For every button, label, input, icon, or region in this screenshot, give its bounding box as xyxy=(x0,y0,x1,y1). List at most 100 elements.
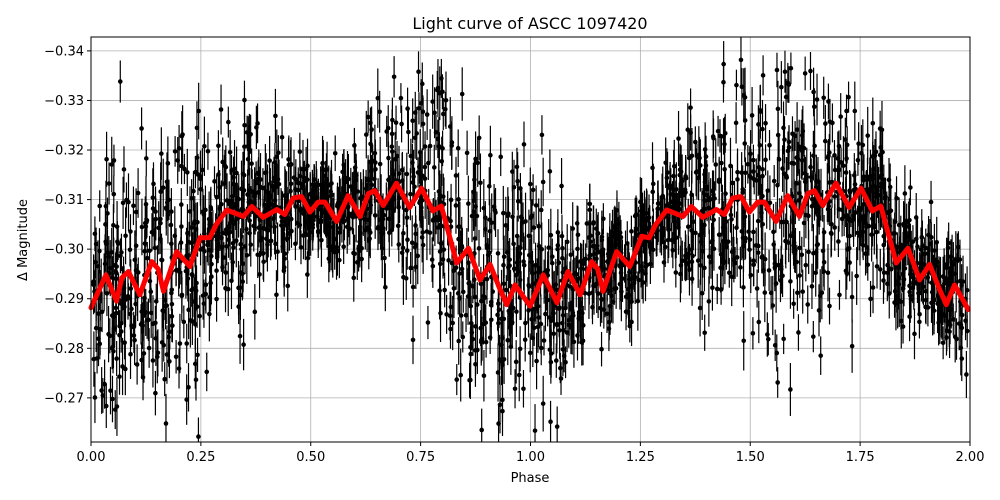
data-point xyxy=(530,187,536,193)
data-point xyxy=(311,177,317,182)
data-point xyxy=(844,108,849,114)
data-point xyxy=(808,164,813,170)
data-point xyxy=(548,419,553,424)
data-point xyxy=(564,239,570,245)
data-point xyxy=(111,222,116,228)
data-point xyxy=(398,95,404,101)
data-point xyxy=(874,229,879,235)
data-point xyxy=(547,347,553,353)
data-point xyxy=(844,156,849,161)
data-point xyxy=(179,224,184,229)
y-tick-label: −0.34 xyxy=(44,44,84,59)
data-point xyxy=(541,338,547,343)
data-point xyxy=(799,252,805,258)
data-point xyxy=(514,309,519,314)
data-point xyxy=(846,94,851,100)
data-point xyxy=(559,183,564,189)
data-point xyxy=(730,180,735,186)
data-point xyxy=(386,216,392,222)
data-point xyxy=(930,280,935,286)
data-point xyxy=(184,397,189,402)
data-point xyxy=(711,135,716,141)
data-point xyxy=(574,221,580,226)
data-point xyxy=(138,322,144,327)
y-tick-label: −0.33 xyxy=(44,94,84,109)
data-point xyxy=(716,232,722,238)
data-point xyxy=(313,183,319,188)
data-point xyxy=(811,334,816,339)
data-point xyxy=(826,99,831,104)
data-point xyxy=(242,122,247,128)
data-point xyxy=(359,194,364,200)
data-point xyxy=(841,163,846,169)
data-point xyxy=(911,281,917,287)
data-point xyxy=(554,322,560,327)
data-point xyxy=(584,221,590,226)
data-point xyxy=(408,153,414,159)
data-point xyxy=(114,404,120,409)
data-point xyxy=(521,262,527,268)
data-point xyxy=(832,194,838,199)
data-point xyxy=(895,297,900,303)
data-point xyxy=(855,230,860,236)
data-point xyxy=(239,186,244,192)
data-point xyxy=(216,172,221,177)
data-point xyxy=(369,182,375,188)
data-point xyxy=(218,107,224,112)
data-point xyxy=(846,245,852,251)
data-point xyxy=(741,338,747,344)
data-point xyxy=(236,285,241,291)
data-point xyxy=(934,240,940,245)
data-point xyxy=(838,114,844,119)
data-point xyxy=(215,230,221,235)
data-point xyxy=(722,130,728,136)
data-point xyxy=(799,158,805,163)
data-point xyxy=(410,284,416,290)
data-point xyxy=(785,148,791,154)
data-point xyxy=(582,290,588,296)
data-point xyxy=(176,146,182,151)
data-point xyxy=(150,206,156,211)
data-point xyxy=(900,324,906,329)
data-point xyxy=(650,247,656,253)
data-point xyxy=(368,120,373,126)
data-point xyxy=(337,257,342,263)
data-point xyxy=(808,174,814,180)
data-point xyxy=(201,301,207,306)
data-point xyxy=(881,177,887,182)
data-point xyxy=(203,291,209,297)
data-point xyxy=(478,298,484,304)
data-point xyxy=(702,330,707,336)
data-point xyxy=(944,335,949,340)
data-point xyxy=(683,255,689,261)
data-point xyxy=(702,198,708,203)
data-point xyxy=(756,243,761,249)
data-point xyxy=(127,247,133,253)
data-point xyxy=(818,353,824,358)
data-point xyxy=(468,344,473,350)
data-point xyxy=(181,319,187,325)
data-point xyxy=(440,89,445,95)
data-point xyxy=(606,326,612,331)
data-point xyxy=(648,261,653,267)
data-point xyxy=(384,129,390,134)
data-point xyxy=(348,184,354,189)
data-point xyxy=(114,224,120,229)
data-point xyxy=(726,270,732,276)
data-point xyxy=(128,229,133,234)
data-point xyxy=(505,337,511,343)
data-point xyxy=(106,181,112,186)
data-point xyxy=(864,224,869,230)
data-point xyxy=(328,244,334,250)
data-point xyxy=(365,114,371,120)
data-point xyxy=(128,286,134,291)
data-point xyxy=(900,286,906,291)
data-point xyxy=(92,231,98,237)
data-point xyxy=(166,334,171,340)
data-point xyxy=(483,320,489,325)
data-point xyxy=(560,270,566,275)
data-point xyxy=(917,319,922,325)
data-point xyxy=(274,292,279,298)
data-point xyxy=(568,252,574,258)
data-point xyxy=(601,216,606,222)
